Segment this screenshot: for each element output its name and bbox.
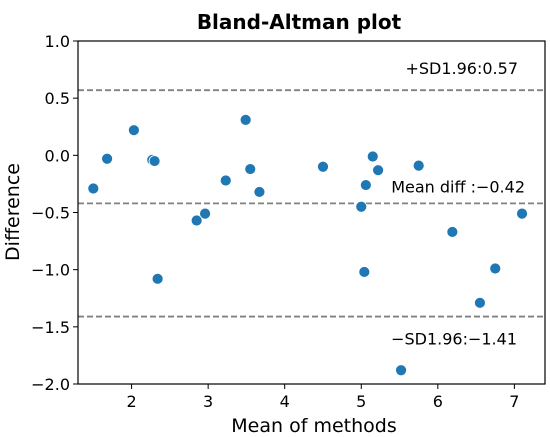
data-point [446, 226, 459, 238]
data-point [358, 266, 371, 278]
data-point [317, 160, 329, 173]
y-axis-ticks: −2.0 −1.5 −1.0 −0.5 0.0 0.5 1.0 [31, 32, 78, 394]
data-point [355, 200, 368, 213]
data-point [148, 155, 161, 167]
data-point [359, 179, 372, 191]
y-tick-label: 1.0 [45, 32, 70, 51]
data-point [190, 214, 203, 227]
reference-line-label: −SD1.96:−1.41 [391, 330, 517, 349]
reference-lines [78, 89, 545, 318]
data-point [474, 296, 486, 309]
scatter-points [87, 113, 528, 377]
data-point [516, 207, 528, 220]
x-axis-ticks: 2 3 4 5 6 7 [126, 384, 519, 411]
y-tick-label: −0.5 [31, 204, 70, 223]
y-tick-label: −2.0 [31, 375, 70, 394]
y-tick-label: 0.5 [45, 89, 70, 108]
data-point [127, 124, 140, 137]
data-point [87, 182, 100, 195]
data-point [412, 159, 425, 172]
data-point [239, 113, 252, 126]
x-tick-label: 2 [126, 392, 136, 411]
data-point [489, 262, 502, 275]
data-point [366, 150, 379, 163]
data-point [219, 174, 232, 187]
data-point [151, 272, 164, 285]
data-point [395, 364, 407, 377]
y-tick-label: 0.0 [45, 146, 70, 165]
data-point [253, 186, 266, 198]
data-point [101, 152, 113, 165]
y-axis-label: Difference [2, 163, 24, 261]
reference-line-label: Mean diff :−0.42 [391, 177, 525, 196]
data-point [372, 164, 385, 177]
chart-title: Bland-Altman plot [197, 10, 402, 34]
data-point [244, 163, 257, 175]
data-point [199, 207, 211, 220]
y-tick-label: −1.0 [31, 261, 70, 280]
x-tick-label: 7 [509, 392, 519, 411]
x-tick-label: 4 [280, 392, 290, 411]
x-tick-label: 5 [356, 392, 366, 411]
reference-line-label: +SD1.96:0.57 [405, 59, 518, 78]
reference-line-labels: +SD1.96:0.57 Mean diff :−0.42 −SD1.96:−1.4… [391, 59, 525, 348]
x-tick-label: 3 [203, 392, 213, 411]
plot-frame [77, 40, 546, 385]
x-tick-label: 6 [433, 392, 443, 411]
x-axis-label: Mean of methods [231, 415, 396, 437]
y-tick-label: −1.5 [31, 318, 70, 337]
